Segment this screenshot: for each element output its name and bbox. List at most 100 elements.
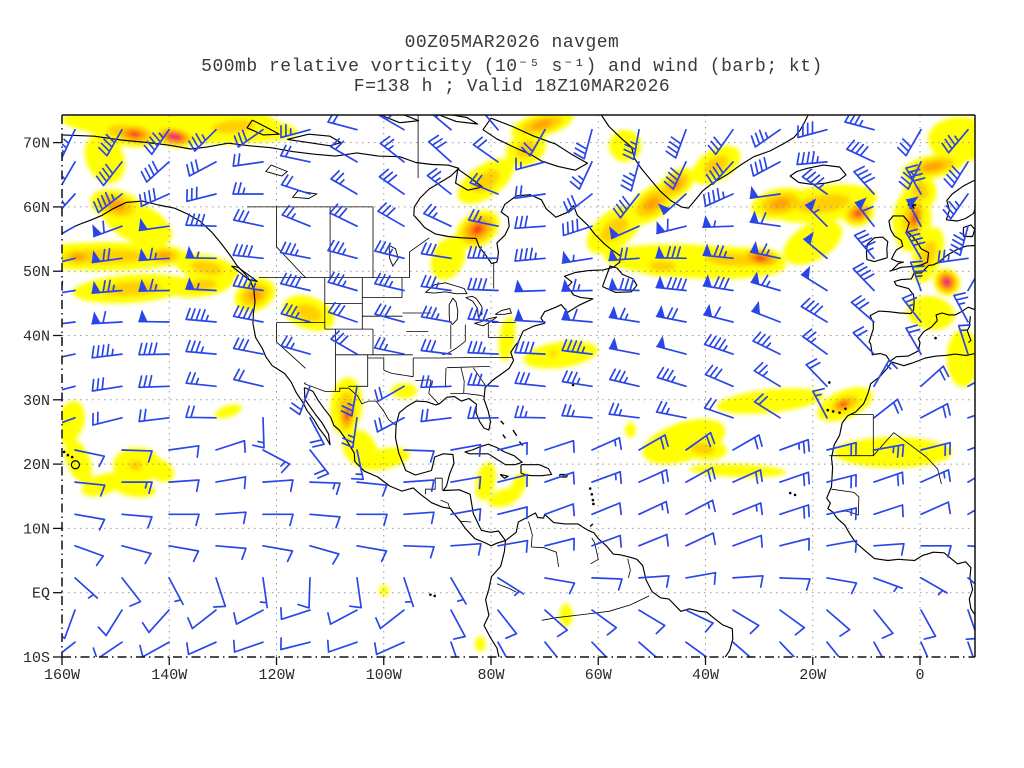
wind-barb <box>450 577 467 605</box>
wind-barb <box>920 577 948 596</box>
island-outline <box>70 460 81 470</box>
wind-barb <box>168 513 200 527</box>
wind-barb <box>655 400 687 419</box>
political-border <box>627 558 631 579</box>
wind-barb <box>427 134 452 163</box>
wind-barb <box>826 507 858 521</box>
wind-barb <box>942 193 969 220</box>
island-dot <box>826 408 830 412</box>
island-dot <box>433 594 436 598</box>
wind-barb <box>232 182 264 195</box>
wind-barb <box>373 336 405 355</box>
wind-barb <box>330 170 358 195</box>
wind-barb <box>327 301 358 323</box>
vorticity-contour <box>379 585 389 597</box>
wind-barb <box>232 208 264 228</box>
vorticity-contour <box>716 388 824 414</box>
wind-barb <box>685 532 717 547</box>
wind-barb-pennant <box>906 196 919 208</box>
vorticity-contour <box>770 198 791 210</box>
wind-barb <box>800 297 828 323</box>
coastline-path <box>945 179 975 220</box>
political-border <box>873 432 894 456</box>
wind-barb <box>563 193 593 214</box>
wind-barb <box>374 240 405 260</box>
wind-barb <box>168 544 200 563</box>
wind-barb <box>420 305 452 323</box>
vorticity-contour <box>108 200 126 212</box>
wind-barb <box>185 307 217 323</box>
wind-barb-pennant <box>138 278 148 292</box>
political-border <box>445 367 447 388</box>
vorticity-contour <box>498 316 516 362</box>
wind-barb <box>873 471 905 487</box>
lon-tick-label: 0 <box>915 667 924 684</box>
wind-barb <box>544 641 559 657</box>
wind-barb <box>168 577 184 606</box>
wind-barb-pennant <box>91 280 101 294</box>
political-border <box>428 379 440 405</box>
wind-barb-pennant <box>514 279 524 293</box>
coastline-path <box>520 464 553 477</box>
island-dash <box>512 429 518 437</box>
vorticity-contour <box>148 458 175 483</box>
wind-barb <box>233 609 264 625</box>
wind-barb <box>685 499 716 516</box>
wind-barb <box>967 509 975 516</box>
wind-barb <box>373 641 405 656</box>
wind-barb <box>467 372 499 388</box>
wind-barb <box>967 446 975 451</box>
coastline-path <box>482 117 589 171</box>
wind-barb-pennant <box>138 248 148 261</box>
wind-barb <box>403 511 435 525</box>
wind-barb <box>356 481 388 497</box>
wind-barb <box>562 218 593 237</box>
wind-barb <box>943 161 969 189</box>
wind-barb-pennant <box>138 217 149 231</box>
wind-barb <box>967 577 975 585</box>
wind-barb <box>663 161 687 190</box>
wind-barb <box>905 164 926 195</box>
wind-barb <box>262 513 294 527</box>
wind-barb <box>403 544 435 559</box>
wind-barb <box>467 307 499 323</box>
coastline-path <box>499 473 509 479</box>
vorticity-contour <box>944 279 950 285</box>
wind-barb <box>685 609 714 633</box>
wind-barb <box>92 411 123 426</box>
wind-barb <box>186 186 217 203</box>
wind-barb <box>497 506 528 520</box>
wind-barb <box>702 276 734 292</box>
wind-barb <box>91 279 123 294</box>
island-dot <box>844 407 847 411</box>
vorticity-contour <box>391 383 417 399</box>
political-border <box>409 237 430 278</box>
lat-tick-label: 20N <box>23 457 50 474</box>
lon-tick-label: 80W <box>477 667 504 684</box>
lat-tick-label: 70N <box>23 136 50 153</box>
wind-barb <box>97 609 123 637</box>
wind-barb <box>280 174 311 195</box>
political-border <box>450 393 485 397</box>
wind-barb <box>279 241 311 260</box>
wind-barb <box>93 191 123 214</box>
island-dot <box>591 498 595 502</box>
wind-barb-pennant <box>657 203 671 215</box>
wind-barb <box>62 609 76 640</box>
political-border <box>276 322 306 369</box>
wind-barb <box>873 443 905 458</box>
wind-barb <box>702 187 734 208</box>
political-border <box>348 354 369 387</box>
wind-barb <box>467 208 499 228</box>
wind-barb-pennant <box>45 315 53 326</box>
lat-tick-label: EQ <box>32 586 50 603</box>
wind-barb <box>143 128 170 156</box>
wind-barb <box>91 377 123 392</box>
wind-barb <box>62 385 76 391</box>
wind-barb <box>873 398 903 419</box>
wind-barb <box>685 466 716 483</box>
wind-barb <box>826 609 851 637</box>
wind-barb <box>779 471 811 487</box>
wind-barb <box>704 364 734 388</box>
wind-barb <box>732 534 764 548</box>
